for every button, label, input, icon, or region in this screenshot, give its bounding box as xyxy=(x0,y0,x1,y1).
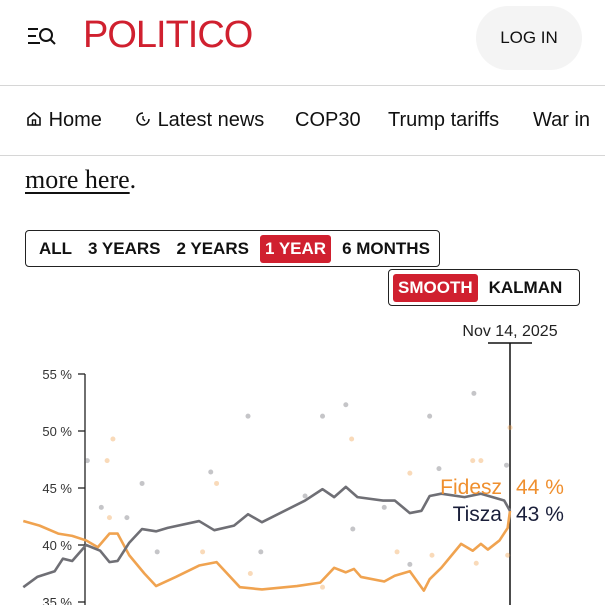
series-name-fidesz: Fidesz xyxy=(440,476,502,499)
series-value-fidesz: 44 % xyxy=(516,476,564,499)
poll-chart: 55 % 50 % 45 % 40 % 35 % Nov 14, 2025 Fidesz 44… xyxy=(22,323,564,605)
poll-dot-fidesz xyxy=(349,436,355,442)
trend-line-tisza xyxy=(22,485,512,589)
nav-item-cop30[interactable]: COP30 xyxy=(295,109,361,131)
y-tick-label: 40 % xyxy=(42,538,72,553)
nav-label: Latest news xyxy=(157,109,265,131)
nav-item-trump-tariffs[interactable]: Trump tariffs xyxy=(388,109,500,131)
nav-label: Home xyxy=(48,109,102,131)
poll-dot-fidesz xyxy=(478,458,484,464)
poll-dot-fidesz xyxy=(429,552,435,558)
poll-dot-fidesz xyxy=(320,584,326,590)
site-header: POLITICO LOG IN xyxy=(0,0,605,86)
poll-dot-fidesz xyxy=(394,549,400,555)
poll-dot-tisza xyxy=(320,413,326,419)
y-tick-label: 45 % xyxy=(42,481,72,496)
nav-bar: Home Latest news COP30 Trump tariffs War… xyxy=(0,86,605,156)
time-range-selector: ALL 3 YEARS 2 YEARS 1 YEAR 6 MONTHS xyxy=(25,230,440,267)
nav-item-latest-news[interactable]: Latest news xyxy=(134,109,264,132)
poll-dot-fidesz xyxy=(505,552,511,558)
poll-dot-fidesz xyxy=(104,458,110,464)
mode-smooth-button[interactable]: SMOOTH xyxy=(393,273,478,302)
poll-dot-fidesz xyxy=(247,571,253,576)
range-3-years-button[interactable]: 3 YEARS xyxy=(88,238,161,258)
poll-dot-tisza xyxy=(343,402,349,408)
smoothing-mode-selector: SMOOTH KALMAN xyxy=(388,269,580,306)
series-value-tisza: 43 % xyxy=(516,503,564,526)
punctuation: . xyxy=(129,165,137,194)
poll-dot-tisza xyxy=(245,413,251,419)
politico-logo[interactable]: POLITICO xyxy=(83,14,253,56)
home-icon xyxy=(27,111,41,126)
poll-dot-tisza xyxy=(258,549,264,555)
range-6-months-button[interactable]: 6 MONTHS xyxy=(342,238,430,258)
range-all-button[interactable]: ALL xyxy=(39,238,73,258)
poll-dot-tisza xyxy=(381,504,387,510)
poll-dot-fidesz xyxy=(473,560,479,566)
nav-item-home[interactable]: Home xyxy=(25,109,102,132)
poll-dot-fidesz xyxy=(110,436,116,442)
poll-dot-tisza xyxy=(124,515,130,521)
poll-dot-tisza xyxy=(407,561,413,567)
poll-dot-tisza xyxy=(208,469,214,475)
poll-dot-tisza xyxy=(98,504,104,510)
poll-dot-fidesz xyxy=(106,515,112,521)
poll-dot-tisza xyxy=(504,462,510,468)
nav-item-war-in[interactable]: War in xyxy=(533,109,591,131)
poll-dot-tisza xyxy=(471,390,477,396)
y-tick-label: 55 % xyxy=(42,367,72,382)
poll-dot-fidesz xyxy=(507,425,513,431)
menu-search-icon[interactable] xyxy=(26,24,58,48)
login-button[interactable]: LOG IN xyxy=(476,6,582,70)
poll-dot-fidesz xyxy=(407,470,413,476)
article-text: more here. xyxy=(25,165,136,195)
range-2-years-button[interactable]: 2 YEARS xyxy=(176,238,249,258)
poll-dot-tisza xyxy=(427,413,433,419)
y-tick-label: 35 % xyxy=(42,595,72,605)
poll-dot-fidesz xyxy=(470,458,476,464)
poll-dot-tisza xyxy=(139,480,145,486)
poll-dot-tisza xyxy=(350,526,356,532)
trend-line-fidesz xyxy=(22,510,512,592)
poll-dot-tisza xyxy=(84,458,90,464)
current-date-label: Nov 14, 2025 xyxy=(462,323,557,340)
y-tick-label: 50 % xyxy=(42,424,72,439)
mode-kalman-button[interactable]: KALMAN xyxy=(488,277,563,297)
poll-dot-tisza xyxy=(302,493,308,499)
clock-icon xyxy=(136,112,150,126)
more-here-link[interactable]: more here xyxy=(25,165,130,194)
poll-dot-tisza xyxy=(436,466,442,472)
range-1-year-button[interactable]: 1 YEAR xyxy=(259,234,332,263)
poll-dot-tisza xyxy=(154,549,160,555)
series-name-tisza: Tisza xyxy=(453,503,503,526)
poll-dot-fidesz xyxy=(200,549,206,555)
poll-dot-fidesz xyxy=(214,480,220,486)
